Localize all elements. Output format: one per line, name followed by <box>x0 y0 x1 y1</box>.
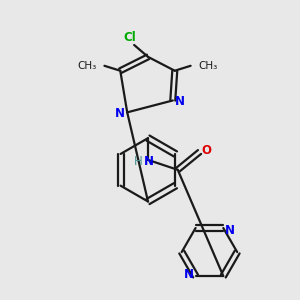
Text: CH₃: CH₃ <box>199 61 218 71</box>
Text: N: N <box>184 268 194 281</box>
Text: CH₃: CH₃ <box>77 61 97 71</box>
Text: N: N <box>144 155 154 168</box>
Text: Cl: Cl <box>124 31 136 44</box>
Text: N: N <box>225 224 235 236</box>
Text: N: N <box>115 107 125 120</box>
Text: N: N <box>175 95 185 108</box>
Text: O: O <box>202 143 212 157</box>
Text: H: H <box>134 155 142 168</box>
